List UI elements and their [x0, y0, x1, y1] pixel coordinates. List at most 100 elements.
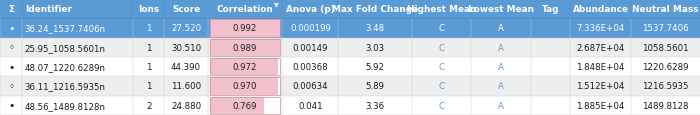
- Bar: [0, 0, 22, 19]
- Text: 5.92: 5.92: [365, 63, 384, 72]
- Text: 44.390: 44.390: [171, 63, 201, 72]
- Bar: [133, 0, 164, 19]
- Bar: [471, 0, 531, 19]
- Text: 1.512E+04: 1.512E+04: [577, 82, 625, 91]
- Text: 11.600: 11.600: [171, 82, 201, 91]
- Text: 0.00634: 0.00634: [293, 82, 328, 91]
- Text: 0.992: 0.992: [233, 24, 257, 33]
- Text: •: •: [8, 62, 15, 72]
- Text: 27.520: 27.520: [171, 24, 201, 33]
- Text: 1489.8128: 1489.8128: [643, 101, 689, 110]
- Bar: [631, 0, 700, 19]
- Text: 36.11_1216.5935n: 36.11_1216.5935n: [25, 82, 106, 91]
- Text: 3.36: 3.36: [365, 101, 384, 110]
- Text: C: C: [438, 63, 444, 72]
- Text: A: A: [498, 82, 504, 91]
- Text: 48.56_1489.8128n: 48.56_1489.8128n: [25, 101, 106, 110]
- Bar: [210, 59, 279, 76]
- Text: C: C: [438, 43, 444, 52]
- Text: ◦: ◦: [8, 81, 14, 91]
- Bar: [0, 38, 700, 58]
- Text: 1.885E+04: 1.885E+04: [577, 101, 625, 110]
- Text: 30.510: 30.510: [171, 43, 201, 52]
- Text: 1058.5601: 1058.5601: [643, 43, 689, 52]
- Bar: [570, 0, 631, 19]
- Bar: [210, 78, 280, 95]
- Text: 0.00149: 0.00149: [293, 43, 328, 52]
- Text: 1: 1: [146, 24, 151, 33]
- Text: C: C: [438, 82, 444, 91]
- Bar: [412, 0, 471, 19]
- Bar: [0, 96, 700, 115]
- Text: 24.880: 24.880: [171, 101, 201, 110]
- Bar: [210, 20, 280, 37]
- Text: 5.89: 5.89: [365, 82, 384, 91]
- Text: 1537.7406: 1537.7406: [643, 24, 689, 33]
- Bar: [338, 0, 412, 19]
- Text: 0.041: 0.041: [298, 101, 323, 110]
- Text: Identifier: Identifier: [25, 5, 72, 14]
- Text: 3.48: 3.48: [365, 24, 384, 33]
- Bar: [210, 39, 279, 56]
- Bar: [210, 39, 280, 56]
- Text: A: A: [498, 24, 504, 33]
- Text: A: A: [498, 43, 504, 52]
- Text: 36.24_1537.7406n: 36.24_1537.7406n: [25, 24, 106, 33]
- Text: 25.95_1058.5601n: 25.95_1058.5601n: [25, 43, 106, 52]
- Text: 1: 1: [146, 82, 151, 91]
- Bar: [0, 58, 700, 77]
- Text: Correlation: Correlation: [217, 5, 274, 14]
- Text: 2.687E+04: 2.687E+04: [577, 43, 625, 52]
- Text: Tag: Tag: [542, 5, 559, 14]
- Text: 0.000199: 0.000199: [290, 24, 331, 33]
- Text: 1: 1: [146, 63, 151, 72]
- Bar: [282, 0, 338, 19]
- Bar: [210, 59, 280, 76]
- Text: Σ: Σ: [8, 5, 14, 14]
- Text: Highest Mean: Highest Mean: [407, 5, 476, 14]
- Text: 0.972: 0.972: [233, 63, 258, 72]
- Text: ◦: ◦: [8, 43, 14, 53]
- Text: •: •: [8, 24, 15, 34]
- Text: 7.336E+04: 7.336E+04: [577, 24, 625, 33]
- Text: Max Fold Change: Max Fold Change: [332, 5, 418, 14]
- Bar: [210, 97, 280, 114]
- Text: 1216.5935: 1216.5935: [643, 82, 689, 91]
- Text: C: C: [438, 101, 444, 110]
- Bar: [210, 59, 280, 76]
- Text: Lowest Mean: Lowest Mean: [468, 5, 534, 14]
- Bar: [210, 20, 280, 37]
- Bar: [0, 77, 700, 96]
- Text: Abundance: Abundance: [573, 5, 629, 14]
- Bar: [531, 0, 570, 19]
- Text: 0.00368: 0.00368: [293, 63, 328, 72]
- Bar: [210, 97, 280, 114]
- Text: C: C: [438, 24, 444, 33]
- Text: A: A: [498, 101, 504, 110]
- Bar: [210, 20, 280, 37]
- Bar: [210, 78, 278, 95]
- Text: Score: Score: [172, 5, 200, 14]
- Bar: [210, 97, 264, 114]
- Bar: [0, 19, 700, 38]
- Bar: [208, 0, 282, 19]
- Text: 0.769: 0.769: [233, 101, 258, 110]
- Text: Neutral Mass: Neutral Mass: [632, 5, 699, 14]
- Bar: [164, 0, 208, 19]
- Text: •: •: [8, 101, 15, 110]
- Text: 48.07_1220.6289n: 48.07_1220.6289n: [25, 63, 106, 72]
- Text: Ions: Ions: [138, 5, 159, 14]
- Text: A: A: [498, 63, 504, 72]
- Text: 3.03: 3.03: [365, 43, 384, 52]
- Bar: [22, 0, 133, 19]
- Text: 0.970: 0.970: [233, 82, 258, 91]
- Text: ▼: ▼: [274, 3, 279, 8]
- Text: 1220.6289: 1220.6289: [643, 63, 689, 72]
- Text: 2: 2: [146, 101, 151, 110]
- Text: 0.989: 0.989: [233, 43, 257, 52]
- Text: 1.848E+04: 1.848E+04: [577, 63, 625, 72]
- Text: Anova (p): Anova (p): [286, 5, 335, 14]
- Bar: [210, 39, 280, 56]
- Bar: [210, 78, 280, 95]
- Text: 1: 1: [146, 43, 151, 52]
